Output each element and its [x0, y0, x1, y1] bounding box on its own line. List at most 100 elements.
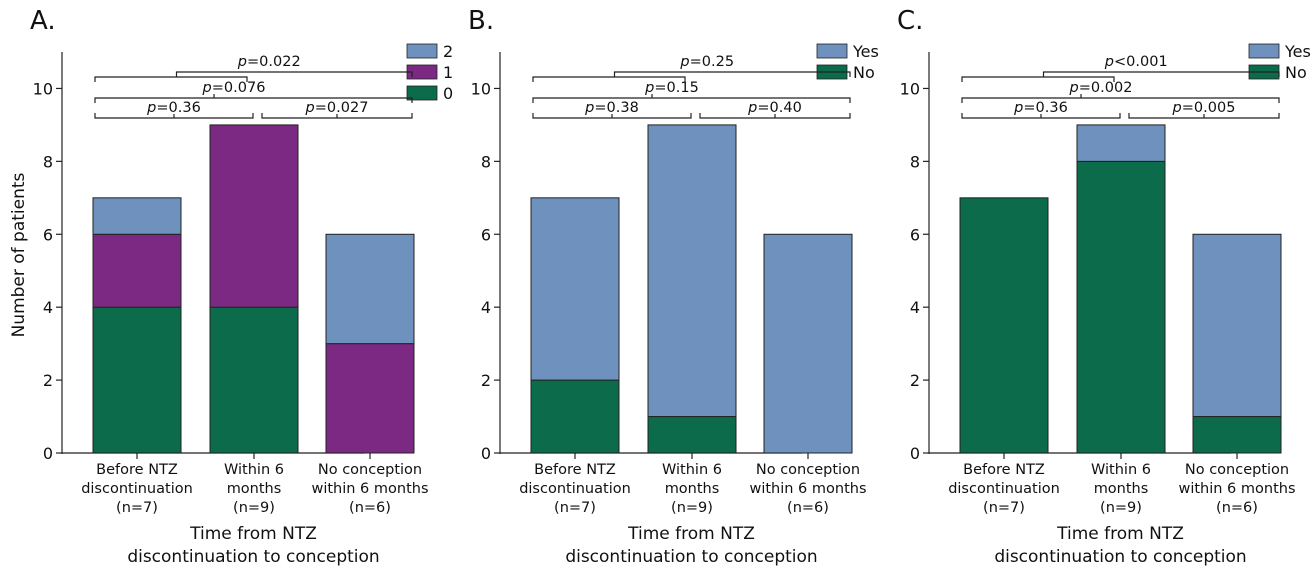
y-tick-label: 4 — [481, 298, 491, 317]
x-category-label: No conception — [756, 462, 860, 478]
x-category-label: (n=6) — [787, 500, 829, 516]
legend-swatch — [406, 43, 438, 59]
significance-bracket — [94, 94, 413, 103]
y-tick-label: 10 — [900, 79, 920, 98]
legend-swatch — [406, 85, 438, 101]
p-value-label: p=0.076 — [202, 80, 266, 96]
panel-c: C. 0 2 4 6 8 10 Before NTZ discontinuation (n=7) W… — [897, 6, 1311, 567]
significance-bracket — [699, 113, 851, 119]
bar-segment — [763, 233, 853, 454]
significance-bracket — [94, 113, 254, 119]
panel-letter: B. — [468, 6, 494, 36]
x-category-label: (n=9) — [233, 500, 275, 516]
p-value-label: p=0.027 — [305, 100, 369, 116]
x-category-label: within 6 months — [749, 481, 866, 497]
x-category-label: (n=6) — [349, 500, 391, 516]
x-category-label: No conception — [1185, 462, 1289, 478]
panel-letter: C. — [897, 6, 923, 36]
x-axis-title: discontinuation to conception — [994, 547, 1246, 567]
bar-segment — [92, 306, 182, 454]
bar-segment — [325, 233, 415, 345]
x-category-label: (n=9) — [671, 500, 713, 516]
bar-segment — [647, 416, 737, 454]
bar-segment — [325, 343, 415, 454]
y-tick-label: 8 — [910, 152, 920, 171]
y-tick-label: 4 — [43, 298, 53, 317]
significance-bracket — [261, 113, 413, 119]
x-category-label: Before NTZ — [534, 462, 616, 478]
significance-bracket — [532, 71, 851, 82]
y-tick-label: 4 — [910, 298, 920, 317]
panel-letter: A. — [30, 6, 56, 36]
y-tick-label: 6 — [910, 225, 920, 244]
x-category-label: Before NTZ — [96, 462, 178, 478]
significance-bracket — [961, 113, 1121, 119]
y-axis-title: Number of patients — [9, 172, 29, 337]
x-category-label: (n=7) — [554, 500, 596, 516]
legend-label: 1 — [443, 63, 453, 82]
bar-segment — [1076, 160, 1166, 454]
y-tick-label: 6 — [481, 225, 491, 244]
legend-label: 2 — [443, 42, 453, 61]
significance-bracket — [961, 71, 1280, 82]
y-tick-label: 6 — [43, 225, 53, 244]
bar-segment — [209, 306, 299, 454]
y-tick-label: 10 — [33, 79, 53, 98]
bar-segment — [530, 379, 620, 454]
x-category-label: (n=7) — [116, 500, 158, 516]
legend-label: Yes — [1284, 42, 1311, 61]
y-tick-label: 2 — [910, 371, 920, 390]
x-category-label: discontinuation — [948, 481, 1060, 497]
p-value-label: p<0.001 — [1104, 54, 1168, 70]
legend-label: 0 — [443, 84, 453, 103]
y-tick-label: 10 — [471, 79, 491, 98]
legend-swatch — [816, 43, 848, 59]
p-value-label: p=0.36 — [1013, 100, 1068, 116]
x-category-label: months — [665, 481, 720, 497]
significance-bracket — [961, 94, 1280, 103]
y-tick-label: 2 — [43, 371, 53, 390]
legend-label: Yes — [852, 42, 879, 61]
p-value-label: p=0.15 — [644, 80, 699, 96]
bar-segment — [1192, 416, 1282, 454]
legend-label: No — [853, 63, 875, 82]
bar-segment — [647, 124, 737, 418]
significance-bracket — [532, 113, 692, 119]
x-axis-title: discontinuation to conception — [565, 547, 817, 567]
x-axis-title: Time from NTZ — [189, 524, 317, 544]
significance-bracket — [94, 71, 413, 82]
p-value-label: p=0.002 — [1069, 80, 1133, 96]
legend-label: No — [1285, 63, 1307, 82]
significance-bracket — [1128, 113, 1280, 119]
x-category-label: discontinuation — [519, 481, 631, 497]
y-tick-label: 8 — [43, 152, 53, 171]
x-category-label: Within 6 — [1091, 462, 1151, 478]
x-category-label: Within 6 — [224, 462, 284, 478]
y-tick-label: 0 — [910, 444, 920, 463]
x-axis-title: discontinuation to conception — [127, 547, 379, 567]
x-category-label: discontinuation — [81, 481, 193, 497]
p-value-label: p=0.38 — [584, 100, 639, 116]
x-category-label: (n=7) — [983, 500, 1025, 516]
x-category-label: (n=6) — [1216, 500, 1258, 516]
y-tick-label: 2 — [481, 371, 491, 390]
x-axis-title: Time from NTZ — [1056, 524, 1184, 544]
bar-segment — [1076, 124, 1166, 162]
bar-segment — [530, 197, 620, 381]
significance-bracket — [532, 94, 851, 103]
bar-segment — [92, 233, 182, 308]
panel-b: B. 0 2 4 6 8 10 Before NTZ discontinuation (n=7) W… — [468, 6, 879, 567]
x-category-label: months — [1094, 481, 1149, 497]
x-category-label: within 6 months — [1178, 481, 1295, 497]
p-value-label: p=0.36 — [146, 100, 201, 116]
x-category-label: months — [227, 481, 282, 497]
p-value-label: p=0.022 — [237, 54, 301, 70]
p-value-label: p=0.40 — [747, 100, 802, 116]
bar-segment — [959, 197, 1049, 454]
x-axis-title: Time from NTZ — [627, 524, 755, 544]
y-tick-label: 0 — [43, 444, 53, 463]
bar-segment — [209, 124, 299, 308]
x-category-label: within 6 months — [311, 481, 428, 497]
